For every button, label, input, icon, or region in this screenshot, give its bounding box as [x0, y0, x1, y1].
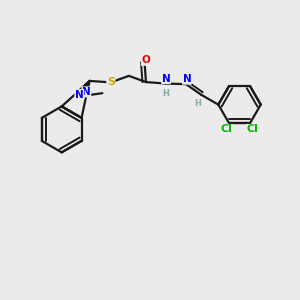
Text: N: N: [75, 90, 84, 100]
Text: N: N: [182, 74, 191, 84]
Text: Cl: Cl: [220, 124, 232, 134]
Text: O: O: [141, 55, 150, 65]
Text: Cl: Cl: [247, 124, 258, 134]
Text: S: S: [107, 77, 115, 87]
Text: N: N: [162, 74, 170, 84]
Text: H: H: [195, 99, 202, 108]
Text: H: H: [163, 89, 170, 98]
Text: N: N: [82, 87, 91, 97]
